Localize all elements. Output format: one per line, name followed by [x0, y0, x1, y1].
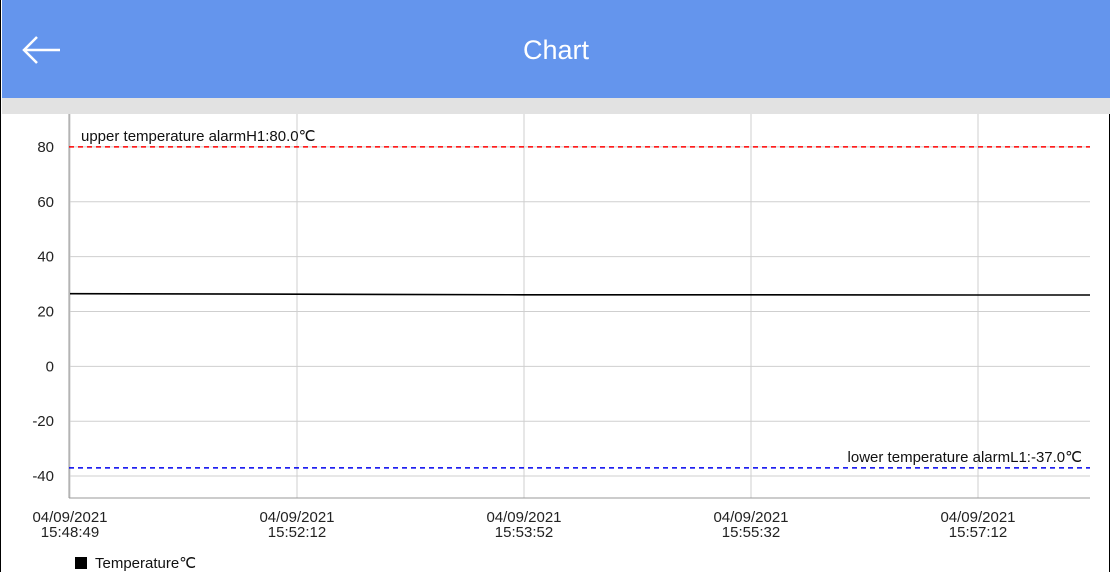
x-tick-label-date: 04/09/2021	[940, 509, 1015, 526]
alarm-limit-label: upper temperature alarmH1:80.0℃	[81, 128, 315, 145]
x-tick-label-date: 04/09/2021	[713, 509, 788, 526]
x-tick-label-time: 15:55:32	[722, 524, 780, 541]
y-tick-label: 40	[37, 249, 54, 266]
temperature-chart: 806040200-20-4004/09/202115:48:4904/09/2…	[32, 114, 1090, 541]
y-tick-label: -40	[32, 468, 54, 485]
x-tick-label-date: 04/09/2021	[32, 509, 107, 526]
y-tick-label: -20	[32, 413, 54, 430]
y-tick-label: 0	[46, 358, 54, 375]
app-bar: Chart	[2, 0, 1110, 98]
y-tick-label: 60	[37, 194, 54, 211]
x-tick-label-time: 15:53:52	[495, 524, 553, 541]
y-tick-label: 80	[37, 139, 54, 156]
chart-legend: Temperature℃	[75, 554, 196, 572]
x-tick-label-date: 04/09/2021	[486, 509, 561, 526]
legend-label: Temperature℃	[95, 555, 197, 572]
y-tick-label: 20	[37, 303, 54, 320]
alarm-limit-label: lower temperature alarmL1:-37.0℃	[848, 449, 1082, 466]
series-line-temperature	[69, 292, 1090, 296]
page-title: Chart	[522, 35, 590, 65]
header-divider	[2, 98, 1110, 114]
x-tick-label-time: 15:57:12	[949, 524, 1007, 541]
legend-swatch	[75, 557, 87, 569]
back-arrow-icon[interactable]	[20, 30, 64, 70]
x-tick-label-time: 15:52:12	[268, 524, 326, 541]
x-tick-label-time: 15:48:49	[41, 524, 99, 541]
x-tick-label-date: 04/09/2021	[259, 509, 334, 526]
